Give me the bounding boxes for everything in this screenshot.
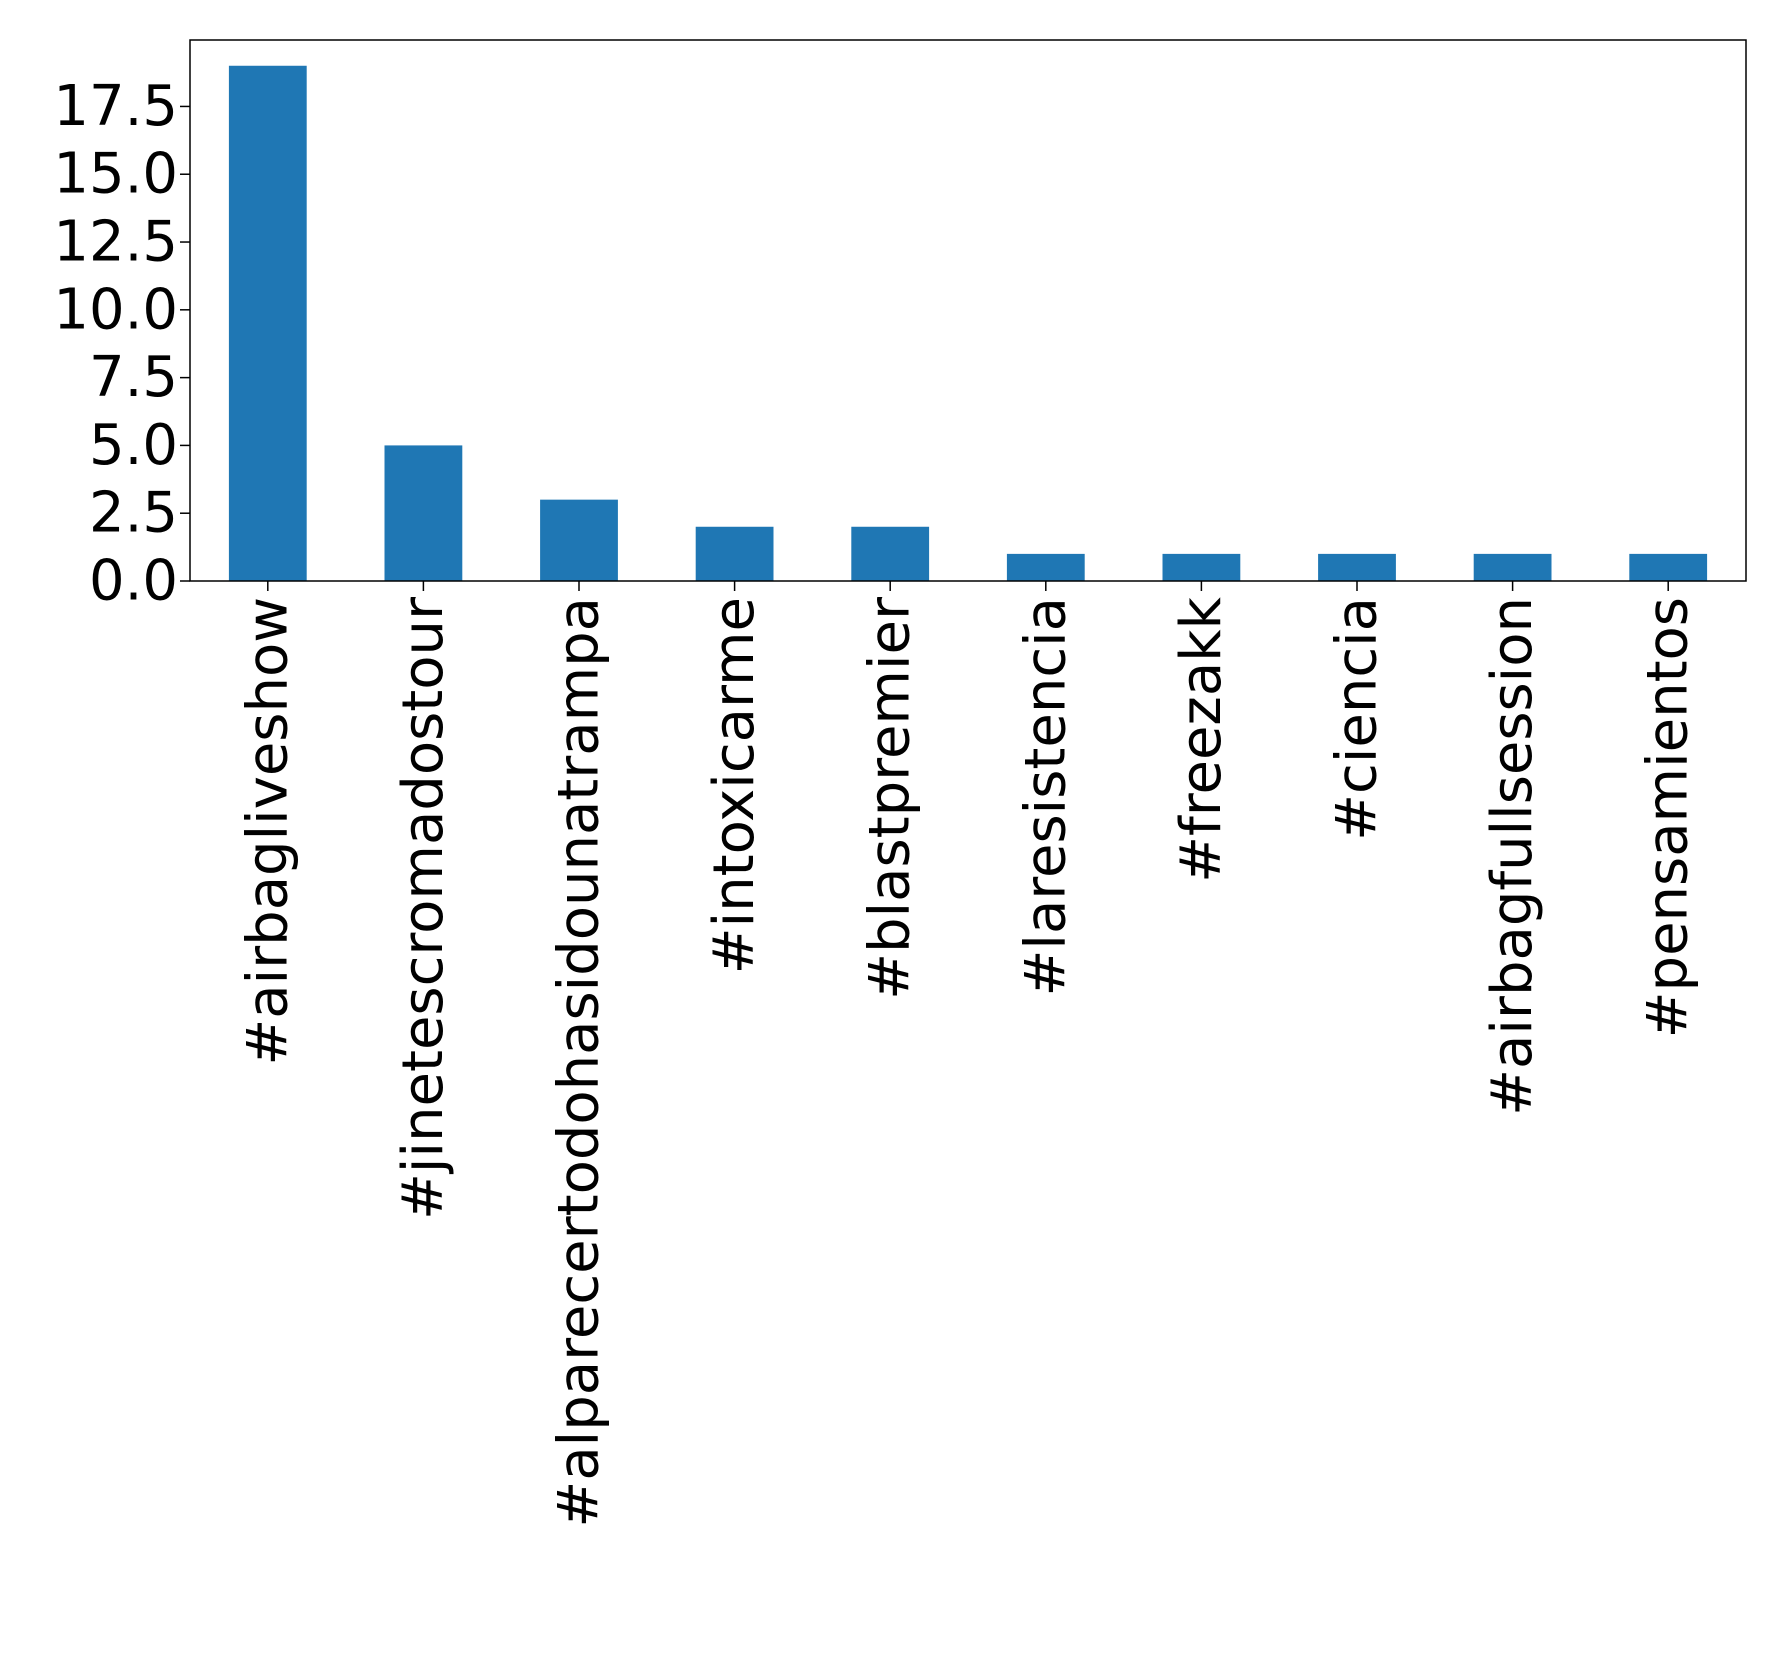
y-tick-label: 7.5 xyxy=(89,345,178,410)
y-tick-label: 17.5 xyxy=(53,74,178,139)
x-tick-label: #freezakk xyxy=(1169,596,1234,882)
bar-airbagfullsession xyxy=(1473,553,1552,581)
x-tick-label: #laresistencia xyxy=(1013,597,1078,997)
x-tick-label: #alparecertodohasidounatrampa xyxy=(547,597,612,1528)
y-tick-label: 15.0 xyxy=(53,142,178,207)
y-tick-label: 2.5 xyxy=(89,481,178,546)
x-tick-label: #airbagfullsession xyxy=(1480,597,1545,1116)
bar-blastpremier xyxy=(851,526,930,581)
bar-jinetescromadostour xyxy=(384,445,463,581)
bar-intoxicarme xyxy=(695,526,774,581)
x-tick-label: #pensamientos xyxy=(1636,597,1701,1038)
y-axis: 0.02.55.07.510.012.515.017.5 xyxy=(53,74,190,614)
x-tick-label: #ciencia xyxy=(1325,597,1390,841)
bars-layer xyxy=(228,65,1708,581)
bar-ciencia xyxy=(1318,553,1396,581)
bar-freezakk xyxy=(1162,553,1241,581)
y-tick-label: 0.0 xyxy=(89,549,178,614)
y-tick-label: 10.0 xyxy=(53,277,178,342)
y-tick-label: 12.5 xyxy=(53,210,178,275)
bar-pensamientos xyxy=(1629,553,1708,581)
bar-alparecertodohasidounatrampa xyxy=(540,499,618,581)
x-tick-label: #jinetescromadostour xyxy=(391,596,456,1220)
x-tick-label: #intoxicarme xyxy=(702,597,767,974)
bar-laresistencia xyxy=(1006,553,1085,581)
bar-airbagliveshow xyxy=(228,65,307,581)
x-tick-label: #airbagliveshow xyxy=(235,597,300,1066)
x-tick-label: #blastpremier xyxy=(858,596,923,1000)
y-tick-label: 5.0 xyxy=(89,413,178,478)
x-axis: #airbagliveshow #jinetescromadostour #alpa… xyxy=(235,581,1701,1528)
